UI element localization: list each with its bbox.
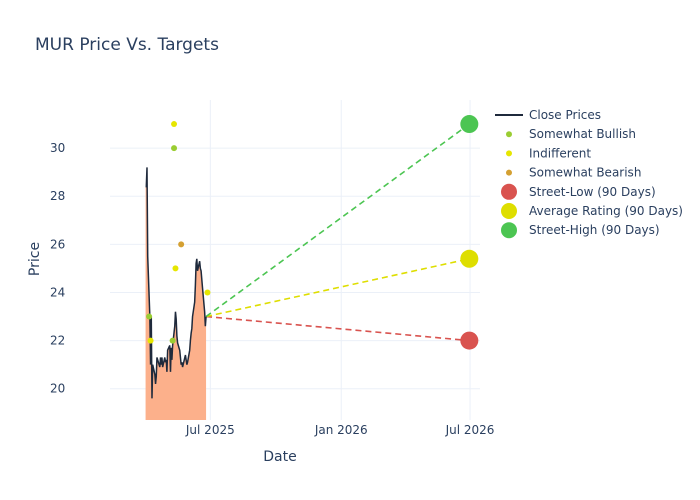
chart-title: MUR Price Vs. Targets xyxy=(35,35,219,55)
legend-swatch xyxy=(501,183,517,200)
legend-item-close: Close Prices xyxy=(495,108,601,122)
close-price-area xyxy=(145,167,207,420)
rating-point-indifferent xyxy=(171,121,178,128)
target-lines-layer xyxy=(205,123,470,342)
street-high-marker xyxy=(460,115,479,134)
legend-item-somewhat-bullish: Somewhat Bullish xyxy=(506,127,636,141)
legend-label: Average Rating (90 Days) xyxy=(529,204,683,218)
y-axis-title: Price xyxy=(27,242,43,276)
x-axis-ticks: Jul 2025 Jan 2026 Jul 2026 xyxy=(185,423,495,437)
legend-label: Street-High (90 Days) xyxy=(529,223,660,237)
legend-swatch xyxy=(501,203,517,219)
legend-label: Close Prices xyxy=(529,108,601,122)
x-tick-label: Jul 2025 xyxy=(185,423,235,437)
legend-label: Somewhat Bullish xyxy=(529,127,636,141)
close-price-layer xyxy=(145,167,207,399)
y-tick-label: 28 xyxy=(50,189,65,203)
legend-swatch xyxy=(501,222,517,239)
rating-point-somewhat-bullish xyxy=(169,337,176,344)
legend-item-street-low: Street-Low (90 Days) xyxy=(501,183,656,200)
rating-point-somewhat-bullish xyxy=(171,145,178,152)
rating-point-somewhat-bullish xyxy=(146,313,153,320)
rating-point-indifferent xyxy=(204,289,211,296)
y-tick-label: 26 xyxy=(50,237,65,251)
x-axis-title: Date xyxy=(263,449,296,465)
y-tick-label: 20 xyxy=(50,382,65,396)
legend-item-somewhat-bearish: Somewhat Bearish xyxy=(506,166,641,180)
close-price-line xyxy=(145,167,207,399)
street-low-line xyxy=(205,315,470,342)
legend: Close Prices Somewhat Bullish Indifferent S… xyxy=(495,108,683,239)
y-tick-label: 22 xyxy=(50,334,65,348)
x-tick-label: Jul 2026 xyxy=(445,423,495,437)
legend-swatch xyxy=(506,150,512,157)
x-tick-label: Jan 2026 xyxy=(314,423,368,437)
street-high-line xyxy=(205,123,470,318)
price-area-layer xyxy=(145,167,207,420)
legend-item-street-high: Street-High (90 Days) xyxy=(501,222,660,239)
rating-point-indifferent xyxy=(147,337,154,344)
y-tick-label: 24 xyxy=(50,285,65,299)
average-marker xyxy=(460,249,479,268)
average-line xyxy=(205,258,470,318)
rating-point-somewhat-bearish xyxy=(178,241,185,248)
rating-points-layer xyxy=(146,115,479,350)
legend-label: Indifferent xyxy=(529,146,591,160)
rating-point-indifferent xyxy=(172,265,179,272)
legend-item-average: Average Rating (90 Days) xyxy=(501,203,683,219)
y-axis-ticks: 20 22 24 26 28 30 xyxy=(50,141,65,396)
legend-label: Street-Low (90 Days) xyxy=(529,185,656,199)
legend-item-indifferent: Indifferent xyxy=(506,146,591,160)
legend-swatch xyxy=(506,131,512,138)
legend-label: Somewhat Bearish xyxy=(529,166,641,180)
street-low-marker xyxy=(460,331,479,350)
legend-swatch xyxy=(506,169,512,176)
y-tick-label: 30 xyxy=(50,141,65,155)
